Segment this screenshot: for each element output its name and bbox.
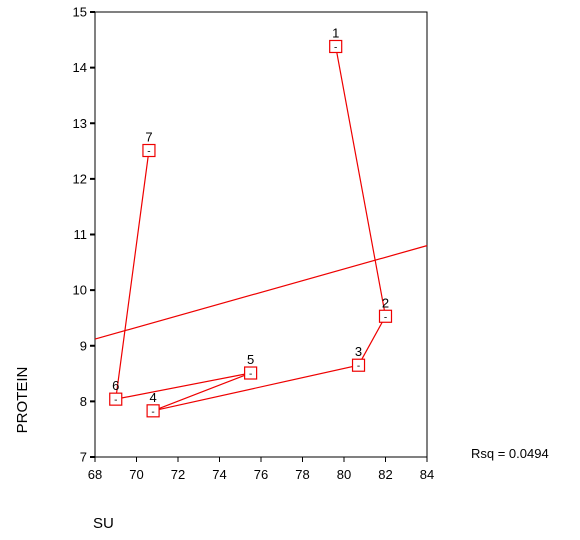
data-point-label: 4 [149, 390, 156, 405]
y-tick-label: 11 [74, 227, 88, 242]
y-tick-label: 12 [73, 171, 87, 186]
x-tick-label: 76 [254, 467, 268, 482]
markers-group: - 1 - 2 - 3 - 4 - 5 - 6 - 7 [109, 25, 393, 418]
rsq-annotation: Rsq = 0.0494 [471, 446, 549, 461]
data-point-glyph: - [384, 312, 387, 323]
y-tick-label: 10 [73, 283, 87, 298]
data-point-glyph: - [357, 361, 360, 372]
y-tick-label: 14 [73, 60, 87, 75]
x-tick-label: 74 [212, 467, 226, 482]
data-point-glyph: - [147, 147, 150, 158]
y-axis-title: PROTEIN [14, 367, 31, 434]
data-point-label: 7 [145, 130, 152, 145]
x-tick-label: 82 [378, 467, 392, 482]
data-point [142, 143, 156, 158]
plot-frame [94, 11, 428, 458]
y-tick-label: 7 [80, 450, 87, 465]
data-point-label: 1 [332, 25, 339, 40]
data-point-label: 5 [247, 352, 254, 367]
data-point [378, 309, 393, 323]
y-tick-label: 8 [80, 394, 87, 409]
x-tick-label: 68 [88, 467, 102, 482]
x-tick-label: 72 [171, 467, 185, 482]
y-tick-label: 15 [73, 5, 87, 20]
data-point [329, 39, 343, 54]
data-point-glyph: - [249, 369, 252, 380]
x-tick-label: 80 [337, 467, 351, 482]
data-point [109, 392, 123, 406]
data-point [351, 358, 366, 372]
data-point-label: 6 [112, 378, 119, 393]
x-axis-title: SU [93, 515, 114, 532]
data-point [146, 404, 160, 418]
x-tick-label: 70 [129, 467, 143, 482]
y-tick-label: 9 [80, 338, 87, 353]
y-tick-label: 13 [73, 116, 87, 131]
data-point-label: 2 [382, 295, 389, 310]
data-point-glyph: - [334, 42, 337, 53]
x-tick-label: 78 [295, 467, 309, 482]
data-point [244, 366, 258, 380]
data-point-glyph: - [114, 395, 117, 406]
regression-line [94, 245, 428, 340]
data-point-glyph: - [151, 407, 154, 418]
x-tick-label: 84 [420, 467, 434, 482]
data-point-label: 3 [355, 344, 362, 359]
regression-line-group [94, 245, 428, 340]
